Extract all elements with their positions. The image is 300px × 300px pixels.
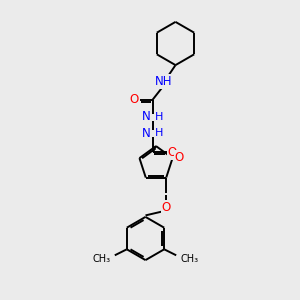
Text: N: N xyxy=(142,110,151,124)
Text: CH₃: CH₃ xyxy=(180,254,198,264)
Text: NH: NH xyxy=(155,75,173,88)
Text: O: O xyxy=(175,151,184,164)
Text: H: H xyxy=(154,128,163,139)
Text: O: O xyxy=(130,93,139,106)
Text: CH₃: CH₃ xyxy=(93,254,111,264)
Text: N: N xyxy=(142,127,150,140)
Text: O: O xyxy=(168,146,177,159)
Text: H: H xyxy=(155,112,164,122)
Text: O: O xyxy=(162,201,171,214)
